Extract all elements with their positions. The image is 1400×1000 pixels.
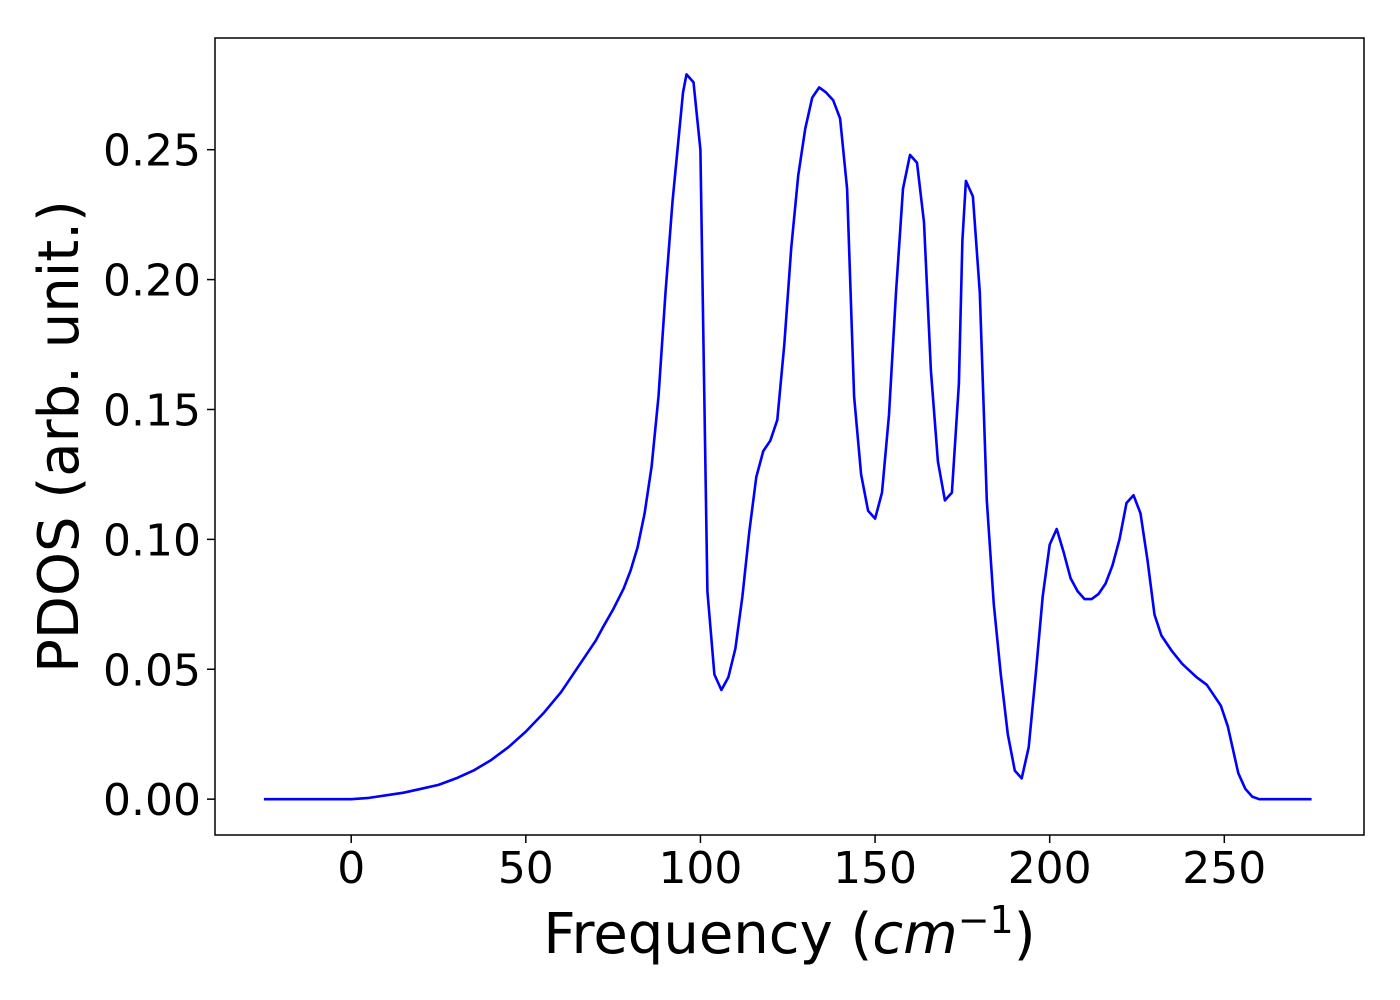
y-tick-label: 0.25 (103, 126, 201, 177)
x-axis-title-exponent: −1 (958, 898, 1014, 942)
y-tick-label: 0.05 (103, 645, 201, 696)
x-axis-title: Frequency (cm−1) (543, 898, 1035, 967)
x-axis-title-unit: cm (872, 902, 957, 967)
x-tick-label: 200 (1008, 843, 1092, 894)
y-axis-title: PDOS (arb. unit.) (27, 200, 92, 673)
x-tick-label: 0 (337, 843, 365, 894)
x-tick-label: 50 (498, 843, 554, 894)
y-tick-label: 0.00 (103, 775, 201, 826)
x-tick-label: 150 (833, 843, 917, 894)
x-axis-title-main: Frequency ( (543, 902, 872, 967)
x-tick-label: 250 (1182, 843, 1266, 894)
plot-frame (214, 37, 1365, 836)
y-tick-label: 0.20 (103, 256, 201, 307)
y-tick-label: 0.10 (103, 515, 201, 566)
x-axis-title-close: ) (1014, 902, 1036, 967)
x-tick-label: 100 (658, 843, 742, 894)
pdos-series-line (263, 73, 1312, 801)
y-tick-label: 0.15 (103, 385, 201, 436)
